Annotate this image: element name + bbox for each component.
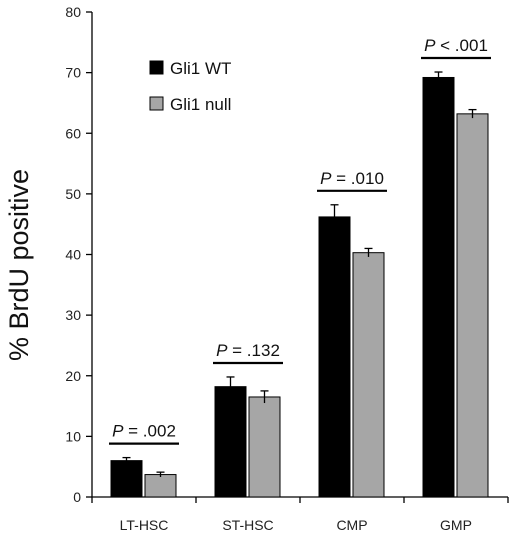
bar [144, 474, 177, 498]
p-symbol: P [112, 422, 124, 441]
y-tick-label: 80 [65, 4, 81, 20]
y-tick-label: 30 [65, 307, 81, 323]
legend-label: Gli1 WT [170, 59, 231, 78]
p-value-text: = .002 [123, 422, 175, 441]
x-tick-label: ST-HSC [222, 517, 273, 533]
y-tick-label: 20 [65, 368, 81, 384]
y-axis-title: % BrdU positive [4, 169, 34, 361]
y-tick-label: 50 [65, 186, 81, 202]
y-tick-label: 70 [65, 65, 81, 81]
bar [422, 76, 455, 498]
bar [248, 396, 281, 498]
bar [318, 216, 351, 498]
bars [110, 71, 489, 498]
p-value-label: P < .001 [424, 36, 488, 55]
legend-swatch [149, 96, 164, 111]
p-value-text: = .010 [331, 169, 383, 188]
legend: Gli1 WT Gli1 null [149, 59, 231, 114]
y-tick-label: 0 [73, 489, 81, 505]
y-tick-label: 10 [65, 428, 81, 444]
x-axis: LT-HSC ST-HSC CMP GMP [91, 496, 509, 533]
p-value-text: < .001 [435, 36, 487, 55]
p-symbol: P [216, 341, 228, 360]
p-value-label: P = .002 [112, 422, 176, 441]
y-tick-label: 60 [65, 125, 81, 141]
p-value-label: P = .010 [320, 169, 384, 188]
x-tick-label: LT-HSC [120, 517, 169, 533]
bar [352, 252, 385, 498]
bar [110, 460, 143, 498]
legend-swatch [149, 60, 164, 75]
p-symbol: P [424, 36, 436, 55]
y-tick-label: 40 [65, 247, 81, 263]
p-value-text: = .132 [227, 341, 279, 360]
p-symbol: P [320, 169, 332, 188]
bar [456, 113, 489, 498]
x-tick-label: CMP [336, 517, 367, 533]
p-value-label: P = .132 [216, 341, 280, 360]
bar [214, 386, 247, 498]
y-axis: 0 10 20 30 40 50 60 70 80 [65, 4, 93, 505]
legend-label: Gli1 null [170, 95, 231, 114]
x-tick-label: GMP [440, 517, 472, 533]
